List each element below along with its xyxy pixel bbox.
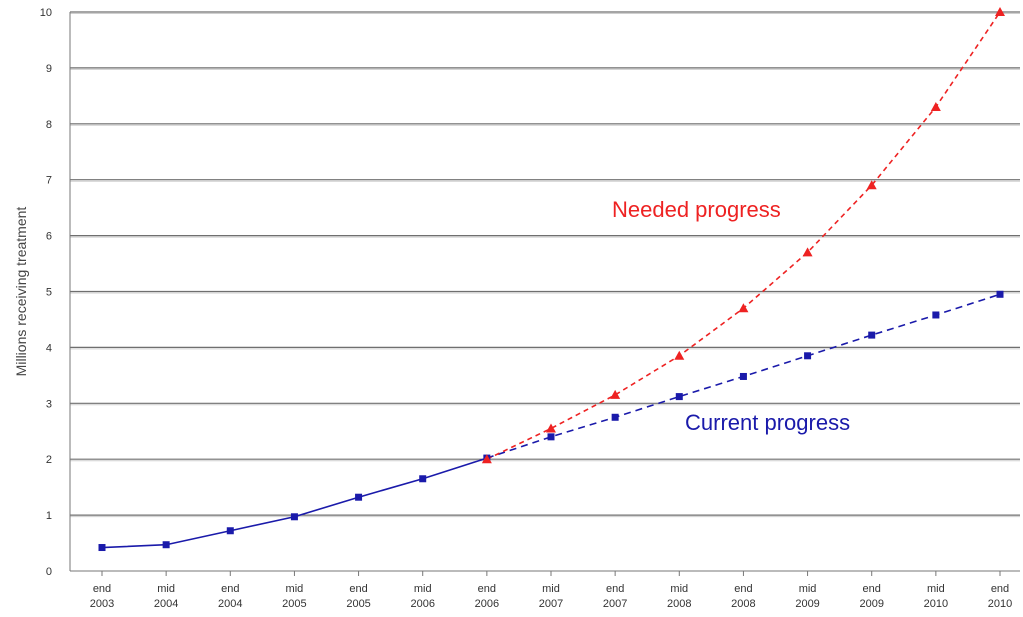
x-tick-label: end	[863, 583, 881, 595]
x-tick-label: end	[478, 583, 496, 595]
current-progress-marker	[739, 372, 747, 380]
current-progress-marker	[226, 527, 234, 535]
x-tick-label: mid	[542, 583, 560, 595]
needed-progress-marker	[481, 454, 492, 464]
current-progress-marker	[547, 433, 555, 441]
x-tick-label: 2004	[154, 598, 178, 610]
needed-progress-marker	[610, 389, 621, 399]
x-tick-label: mid	[670, 583, 688, 595]
x-tick-label: end	[93, 583, 111, 595]
y-tick-label: 4	[46, 342, 52, 354]
x-tick-label: 2010	[924, 598, 948, 610]
current-progress-marker	[98, 544, 106, 552]
current-progress-marker	[868, 331, 876, 339]
x-tick-label: mid	[157, 583, 175, 595]
needed-progress-marker	[866, 180, 877, 190]
x-tick-label: 2010	[988, 598, 1012, 610]
current-progress-marker	[675, 393, 683, 401]
current-progress-marker	[290, 513, 298, 521]
y-tick-label: 6	[46, 231, 52, 243]
x-tick-label: 2005	[282, 598, 306, 610]
x-tick-label: 2007	[603, 598, 627, 610]
x-tick-label: 2003	[90, 598, 114, 610]
current-progress-line-solid	[101, 457, 488, 549]
x-tick-label: end	[734, 583, 752, 595]
current-progress-annotation: Current progress	[685, 410, 850, 435]
y-tick-label: 3	[46, 398, 52, 410]
x-tick-label: 2006	[410, 598, 434, 610]
current-progress-marker	[611, 413, 619, 421]
y-axis-label: Millions receiving treatment	[13, 207, 29, 377]
x-tick-label: mid	[414, 583, 432, 595]
x-tick-label: end	[606, 583, 624, 595]
y-tick-label: 10	[40, 7, 52, 19]
needed-progress-marker	[738, 303, 749, 313]
y-tick-label: 7	[46, 175, 52, 187]
x-tick-label: 2008	[731, 598, 755, 610]
needed-progress-marker	[930, 102, 941, 112]
needed-progress-marker	[546, 423, 556, 433]
needed-progress-marker	[674, 350, 685, 360]
current-progress-marker	[162, 541, 170, 549]
x-tick-label: mid	[799, 583, 817, 595]
current-progress-marker	[932, 311, 940, 319]
current-progress-marker	[355, 493, 363, 501]
y-tick-label: 2	[46, 454, 52, 466]
x-tick-label: 2008	[667, 598, 691, 610]
x-tick-label: 2009	[859, 598, 883, 610]
x-tick-label: mid	[286, 583, 304, 595]
current-progress-marker	[804, 352, 812, 360]
x-tick-label: 2004	[218, 598, 242, 610]
x-tick-label: 2009	[795, 598, 819, 610]
y-tick-label: 1	[46, 510, 52, 522]
x-tick-label: end	[349, 583, 367, 595]
y-tick-label: 5	[46, 287, 52, 299]
x-tick-label: mid	[927, 583, 945, 595]
y-tick-label: 9	[46, 63, 52, 75]
x-tick-label: end	[221, 583, 239, 595]
current-progress-marker	[419, 475, 427, 483]
y-tick-label: 8	[46, 119, 52, 131]
needed-progress-annotation: Needed progress	[612, 197, 781, 222]
x-tick-label: 2007	[539, 598, 563, 610]
current-progress-marker	[996, 290, 1004, 298]
x-tick-label: 2005	[346, 598, 370, 610]
needed-progress-marker	[995, 7, 1005, 16]
y-tick-label: 0	[46, 566, 52, 578]
x-tick-label: end	[991, 583, 1009, 595]
x-tick-label: 2006	[475, 598, 499, 610]
needed-progress-marker	[802, 247, 813, 257]
